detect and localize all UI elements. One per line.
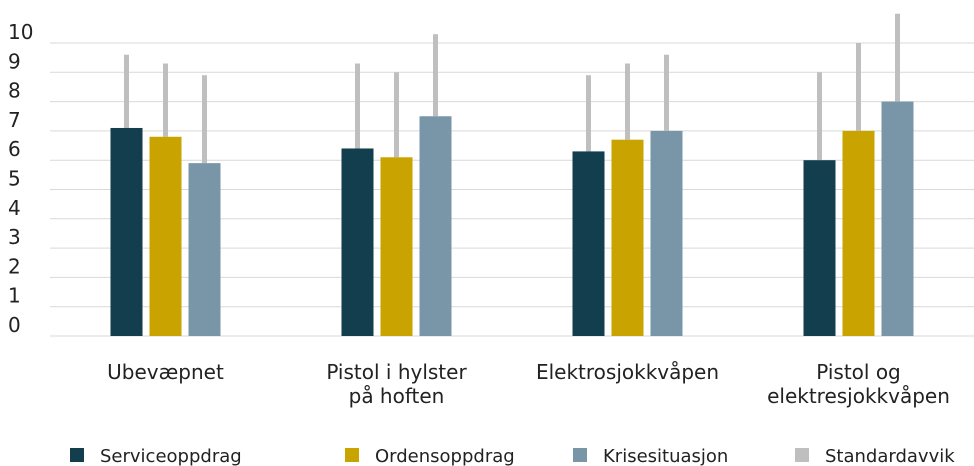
bar <box>842 130 875 336</box>
bar <box>380 157 413 336</box>
legend-swatch <box>795 448 809 462</box>
bar <box>110 127 143 336</box>
error-bar <box>664 54 669 131</box>
error-bar <box>124 54 129 128</box>
y-tick-label: 5 <box>8 167 21 191</box>
bar <box>881 101 914 336</box>
legend-label: Krisesituasjon <box>603 446 728 466</box>
bar <box>188 163 221 336</box>
y-tick-label: 0 <box>8 313 21 337</box>
y-tick-label: 4 <box>8 196 21 220</box>
y-tick-label: 9 <box>8 49 21 73</box>
bar <box>803 160 836 336</box>
y-tick-label: 2 <box>8 254 21 278</box>
error-bar <box>586 75 591 152</box>
bar <box>650 130 683 336</box>
y-tick-label: 6 <box>8 137 21 161</box>
error-bar <box>817 72 822 161</box>
error-bar <box>394 72 399 158</box>
legend-swatch <box>345 448 359 462</box>
x-tick-label: Pistol i hylster på hoften <box>326 360 467 408</box>
legend-label: Serviceoppdrag <box>100 446 242 466</box>
legend-swatch <box>70 448 84 462</box>
y-tick-label: 3 <box>8 225 21 249</box>
error-bar <box>856 43 861 131</box>
y-tick-label: 8 <box>8 79 21 103</box>
bar <box>572 151 605 336</box>
bar <box>149 136 182 336</box>
x-tick-label: Elektrosjokkvåpen <box>535 360 720 384</box>
error-bar <box>355 63 360 149</box>
error-bar <box>433 34 438 117</box>
legend-swatch <box>573 448 587 462</box>
x-tick-label: Pistol og elektresjokkvåpen <box>767 360 950 408</box>
bar <box>341 148 374 336</box>
legend-label: Ordensoppdrag <box>375 446 515 466</box>
error-bar <box>163 63 168 137</box>
bar <box>611 139 644 336</box>
y-tick-label: 7 <box>8 108 21 132</box>
y-tick-label: 10 <box>8 20 33 44</box>
error-bar <box>202 75 207 164</box>
x-tick-label: Ubevæpnet <box>107 360 224 384</box>
legend-label: Standardavvik <box>825 446 955 466</box>
bar <box>419 116 452 336</box>
error-bar <box>895 13 900 102</box>
y-tick-label: 1 <box>8 284 21 308</box>
error-bar <box>625 63 630 140</box>
